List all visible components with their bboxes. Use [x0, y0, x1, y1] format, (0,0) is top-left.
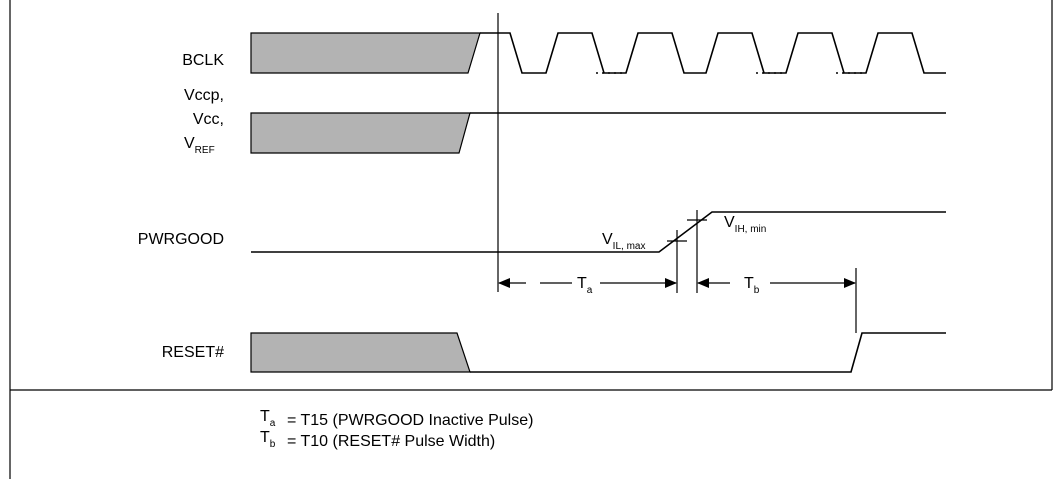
legend-ta-definition: = T15 (PWRGOOD Inactive Pulse)	[287, 412, 533, 429]
legend-tb-symbol: Tb	[260, 429, 276, 450]
signal-label-vcc: Vcc,	[193, 111, 224, 128]
signal-label-reset: RESET#	[162, 344, 224, 361]
bclk-undefined-region	[250, 32, 481, 74]
legend-ta-symbol: Ta	[260, 408, 276, 429]
ta-label: Ta	[577, 275, 593, 296]
signal-label-vref: VREF	[184, 135, 215, 156]
pwrgood-waveform	[251, 211, 946, 253]
vcc-undefined-region	[250, 112, 471, 154]
vil-max-label: VIL, max	[602, 231, 645, 252]
signal-label-pwrgood: PWRGOOD	[138, 231, 224, 248]
signal-label-vccp: Vccp,	[184, 87, 224, 104]
legend-tb-definition: = T10 (RESET# Pulse Width)	[287, 433, 495, 450]
signal-label-bclk: BCLK	[182, 52, 224, 69]
vih-min-label: VIH, min	[724, 214, 766, 235]
reset-waveform	[470, 332, 946, 373]
tb-label: Tb	[744, 275, 760, 296]
reset-undefined-region	[250, 332, 471, 373]
bclk-clock-waveform	[480, 32, 946, 74]
